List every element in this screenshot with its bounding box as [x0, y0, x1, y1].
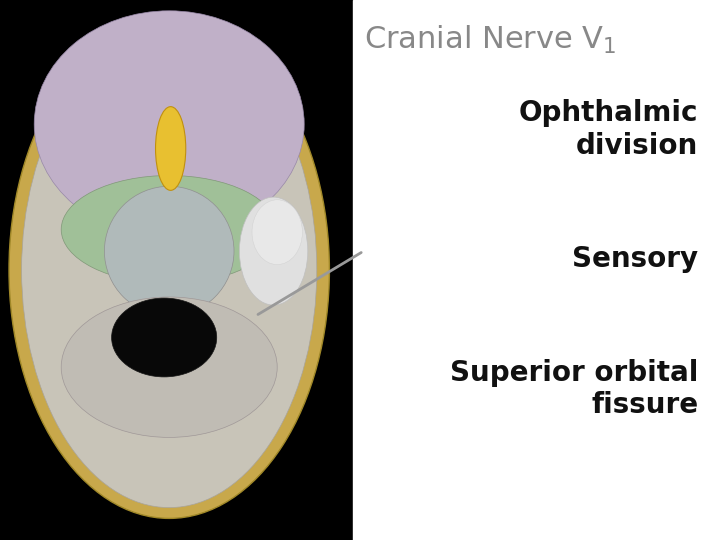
Ellipse shape [252, 200, 302, 265]
Ellipse shape [156, 106, 186, 191]
Ellipse shape [22, 32, 317, 508]
Ellipse shape [34, 11, 304, 238]
Ellipse shape [9, 22, 329, 518]
Bar [353, 0, 720, 540]
Text: Ophthalmic
division: Ophthalmic division [519, 99, 698, 160]
Text: Superior orbital
fissure: Superior orbital fissure [450, 359, 698, 419]
Text: Sensory: Sensory [572, 245, 698, 273]
Ellipse shape [61, 176, 277, 284]
Ellipse shape [61, 297, 277, 437]
Ellipse shape [104, 186, 234, 316]
Text: Cranial Nerve V$_1$: Cranial Nerve V$_1$ [364, 24, 616, 56]
Ellipse shape [240, 197, 308, 305]
Circle shape [112, 298, 217, 377]
